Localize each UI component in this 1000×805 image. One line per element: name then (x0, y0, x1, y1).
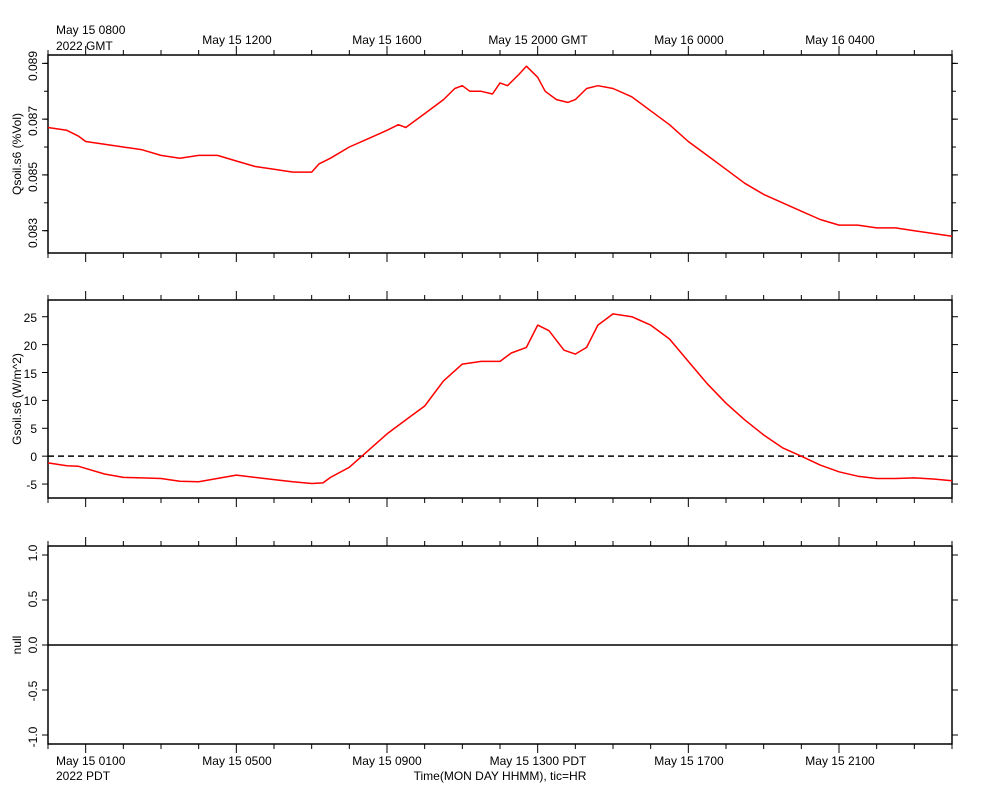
panel-3-ytick-label: 1.0 (26, 544, 40, 561)
bottom-axis-tick-label: May 15 2100 (805, 754, 875, 768)
bottom-axis-corner-label-line1: May 15 0100 (56, 754, 126, 768)
bottom-axis-tick-label: May 15 1300 PDT (490, 754, 587, 768)
panel-3-ylabel: null (10, 636, 24, 655)
panel-3-ytick-label: -0.5 (26, 680, 40, 701)
panel-1-ytick-label: 0.085 (26, 162, 40, 192)
top-axis-corner-label-line1: May 15 0800 (56, 23, 126, 37)
top-axis-tick-label: May 15 1200 (202, 33, 272, 47)
panel-3-ytick-label: 0.0 (26, 636, 40, 653)
top-axis-tick-label: May 15 1600 (352, 33, 422, 47)
bottom-axis-title: Time(MON DAY HHMM), tic=HR (414, 769, 587, 783)
panel-1-series-line (47, 65, 953, 238)
panel-2-ytick-label: 25 (24, 311, 38, 325)
panel-2-ytick-label: 15 (24, 367, 38, 381)
panel-1-frame (47, 54, 953, 254)
panel-1-ytick-label: 0.083 (26, 218, 40, 248)
panel-2-ytick-label: -5 (26, 478, 37, 492)
panel-2-ytick-label: 5 (30, 422, 37, 436)
top-axis-corner-label-line2: 2022 GMT (56, 39, 113, 53)
panel-2-series-line (47, 313, 953, 485)
panel-1-ytick-label: 0.089 (26, 51, 40, 81)
panel-3-ytick-label: 0.5 (26, 590, 40, 607)
top-axis-tick-label: May 15 2000 GMT (488, 33, 588, 47)
panel-2-ytick-label: 20 (24, 339, 38, 353)
panel-2-ytick-label: 10 (24, 394, 38, 408)
top-axis-tick-label: May 16 0000 (654, 33, 724, 47)
panel-3-ytick-label: -1.0 (26, 726, 40, 747)
panel-2-ytick-label: 0 (30, 450, 37, 464)
panel-2-frame (47, 299, 953, 499)
bottom-axis-tick-label: May 15 0500 (202, 754, 272, 768)
bottom-axis-corner-label-line2: 2022 PDT (56, 769, 111, 783)
bottom-axis-tick-label: May 15 1700 (654, 754, 724, 768)
bottom-axis-tick-label: May 15 0900 (352, 754, 422, 768)
top-axis-tick-label: May 16 0400 (805, 33, 875, 47)
panel-1-ytick-label: 0.087 (26, 106, 40, 136)
plot-layer (42, 46, 958, 753)
panel-2-ylabel: Gsoil.s6 (W/m^2) (10, 353, 24, 445)
panel-1-ylabel: Qsoil.s6 (%Vol) (10, 113, 24, 195)
